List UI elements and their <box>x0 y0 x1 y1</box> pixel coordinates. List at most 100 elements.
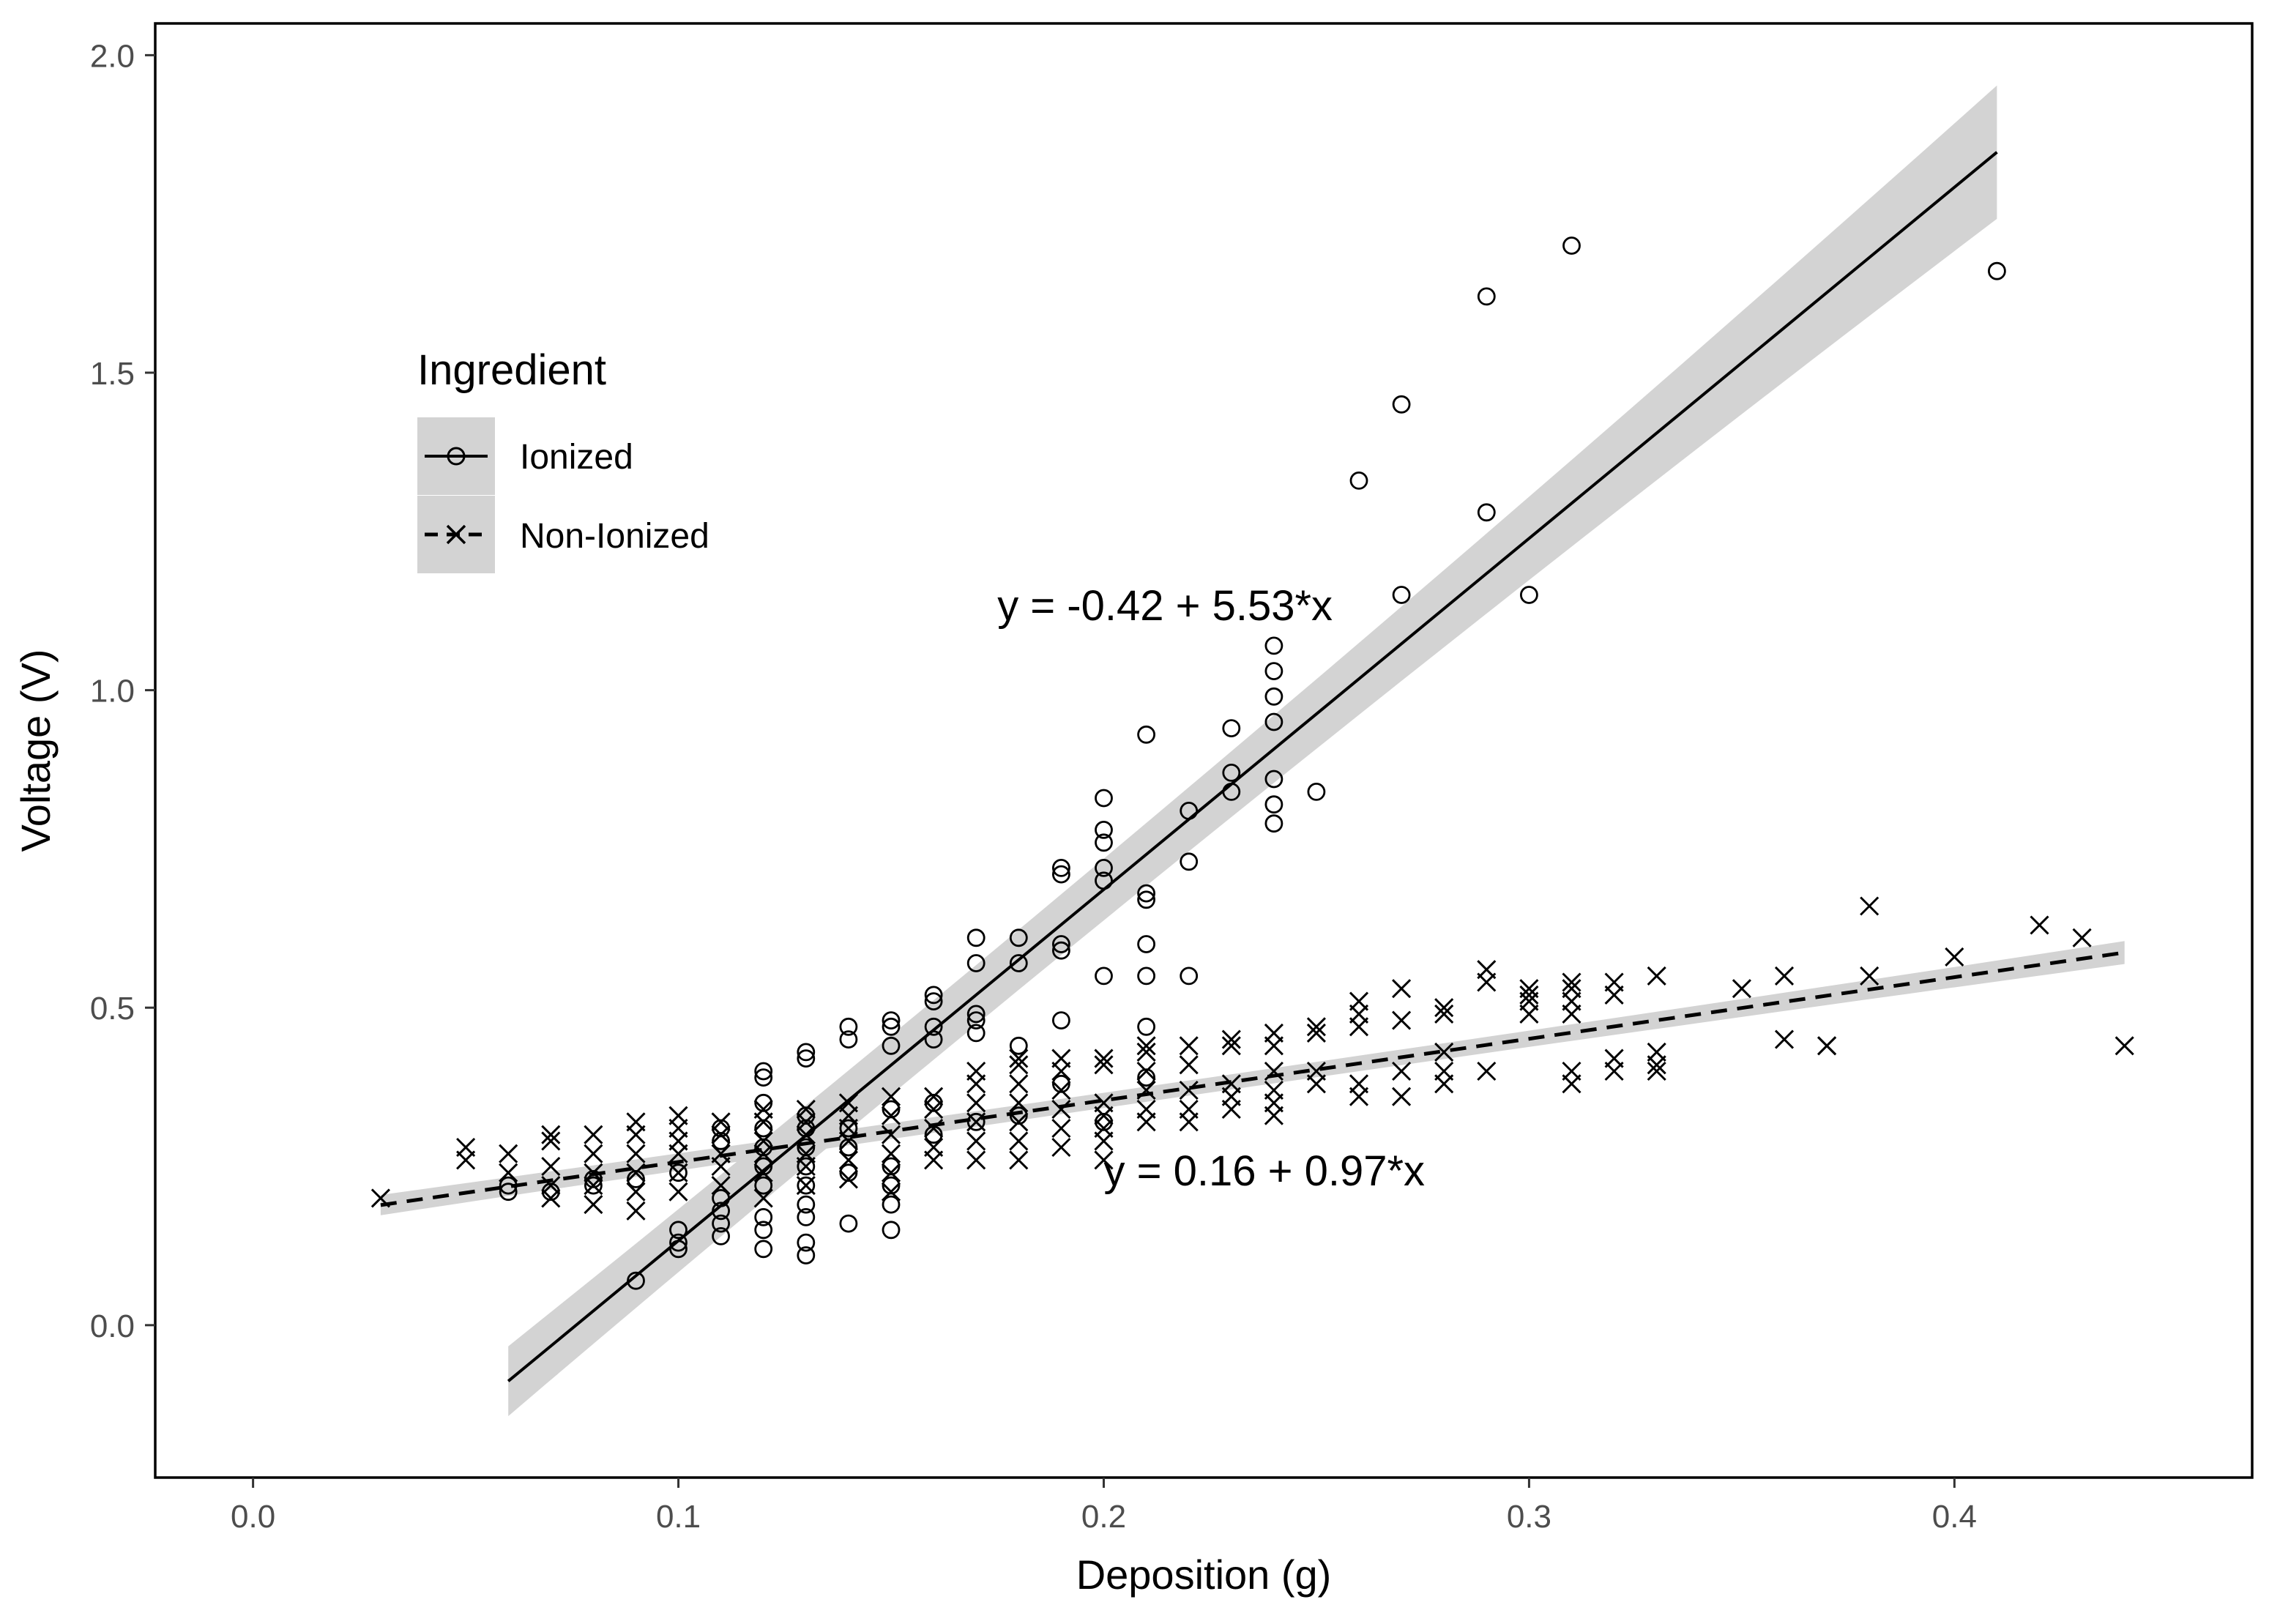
point-non-ionized <box>1179 1099 1199 1120</box>
point-ionized <box>1180 852 1199 871</box>
point-ionized <box>924 986 943 1005</box>
point-non-ionized <box>1136 1099 1156 1120</box>
point-non-ionized <box>1647 1061 1666 1081</box>
point-ionized <box>1222 719 1241 737</box>
point-non-ionized <box>753 1188 773 1208</box>
y-tick-label: 1.0 <box>90 674 135 709</box>
point-ionized <box>966 928 986 947</box>
equation-ionized: y = -0.42 + 5.53*x <box>997 582 1333 630</box>
point-non-ionized <box>626 1182 646 1202</box>
plot-frame <box>154 22 2254 1479</box>
y-tick-label: 2.0 <box>90 38 135 74</box>
point-ionized <box>1264 687 1283 706</box>
point-ionized <box>839 1163 858 1182</box>
y-axis-title: Voltage (V) <box>12 649 59 852</box>
point-ionized <box>797 1176 816 1195</box>
point-non-ionized <box>1306 1023 1326 1043</box>
point-non-ionized <box>1264 1023 1283 1043</box>
point-non-ionized <box>1094 1150 1114 1170</box>
point-ionized <box>882 1100 901 1119</box>
point-ionized <box>712 1227 730 1245</box>
point-ionized <box>669 1163 688 1182</box>
point-ionized <box>924 992 943 1010</box>
point-non-ionized <box>1179 1036 1199 1056</box>
point-non-ionized <box>1264 1080 1283 1100</box>
point-non-ionized <box>1774 966 1795 986</box>
point-non-ionized <box>1774 1029 1795 1049</box>
point-ionized <box>754 1157 773 1176</box>
x-tick-label: 0.4 <box>1932 1499 1977 1535</box>
point-ionized <box>839 1030 858 1048</box>
point-non-ionized <box>1221 1036 1241 1056</box>
point-ionized <box>1264 770 1283 789</box>
point-ionized <box>1137 725 1155 744</box>
point-non-ionized <box>626 1144 646 1163</box>
point-ionized <box>712 1119 730 1138</box>
point-ionized <box>797 1138 816 1157</box>
point-non-ionized <box>1392 979 1412 999</box>
point-ionized <box>839 1214 858 1233</box>
point-ionized <box>1137 890 1155 909</box>
point-non-ionized <box>2072 928 2092 947</box>
point-ionized <box>1052 859 1070 877</box>
point-non-ionized <box>711 1112 731 1132</box>
y-axis: 0.0 0.5 1.0 1.5 2.0 <box>90 38 155 1344</box>
point-non-ionized <box>584 1125 603 1144</box>
point-non-ionized <box>881 1144 901 1163</box>
point-ionized <box>1477 287 1496 306</box>
point-ionized <box>966 1024 986 1043</box>
equation-non-ionized: y = 0.16 + 0.97*x <box>1104 1147 1426 1195</box>
point-ionized <box>712 1214 730 1233</box>
point-ionized <box>882 1157 901 1176</box>
point-ionized <box>882 1195 901 1214</box>
point-non-ionized <box>1604 1048 1624 1068</box>
legend: Ingredient Ionized Non-Ionized <box>417 346 709 573</box>
point-ionized <box>1392 586 1411 604</box>
point-ionized <box>1264 636 1283 655</box>
point-non-ionized <box>1094 1048 1114 1068</box>
point-non-ionized <box>711 1176 731 1196</box>
legend-label-ionized: Ionized <box>520 438 633 477</box>
point-ionized <box>754 1208 773 1226</box>
point-non-ionized <box>626 1112 646 1132</box>
point-non-ionized <box>1647 1042 1666 1062</box>
point-ionized <box>1562 236 1581 255</box>
point-ionized <box>584 1170 603 1188</box>
point-non-ionized <box>2115 1036 2134 1056</box>
point-ionized <box>1095 789 1113 808</box>
point-non-ionized <box>1562 979 1581 999</box>
point-non-ionized <box>1604 972 1624 992</box>
point-non-ionized <box>796 1144 816 1163</box>
point-non-ionized <box>541 1156 561 1177</box>
point-non-ionized <box>1306 1061 1326 1081</box>
point-ionized <box>499 1182 518 1202</box>
point-ionized <box>1052 1074 1070 1093</box>
confidence-band-ionized <box>508 85 1997 1417</box>
point-ionized <box>1052 865 1070 884</box>
point-ionized <box>1180 966 1199 986</box>
point-ionized <box>882 1176 901 1195</box>
point-non-ionized <box>838 1150 858 1170</box>
point-non-ionized <box>1860 896 1879 916</box>
point-non-ionized <box>1647 966 1666 986</box>
point-non-ionized <box>584 1195 603 1215</box>
point-non-ionized <box>1094 1055 1114 1075</box>
point-ionized <box>754 1119 773 1138</box>
point-ionized <box>1095 833 1113 852</box>
point-ionized <box>1519 586 1538 604</box>
point-ionized <box>797 1233 816 1252</box>
point-non-ionized <box>1221 1074 1241 1094</box>
point-ionized <box>1095 1112 1113 1131</box>
point-non-ionized <box>1306 1017 1326 1037</box>
point-ionized <box>1052 941 1070 960</box>
point-ionized <box>754 1068 773 1087</box>
point-non-ionized <box>1519 979 1539 999</box>
point-non-ionized <box>1817 1036 1837 1056</box>
point-ionized <box>1095 859 1113 877</box>
fit-line-non-ionized <box>380 950 2125 1207</box>
point-ionized <box>1137 935 1155 953</box>
point-non-ionized <box>1477 1061 1497 1081</box>
point-ionized <box>1222 764 1241 782</box>
